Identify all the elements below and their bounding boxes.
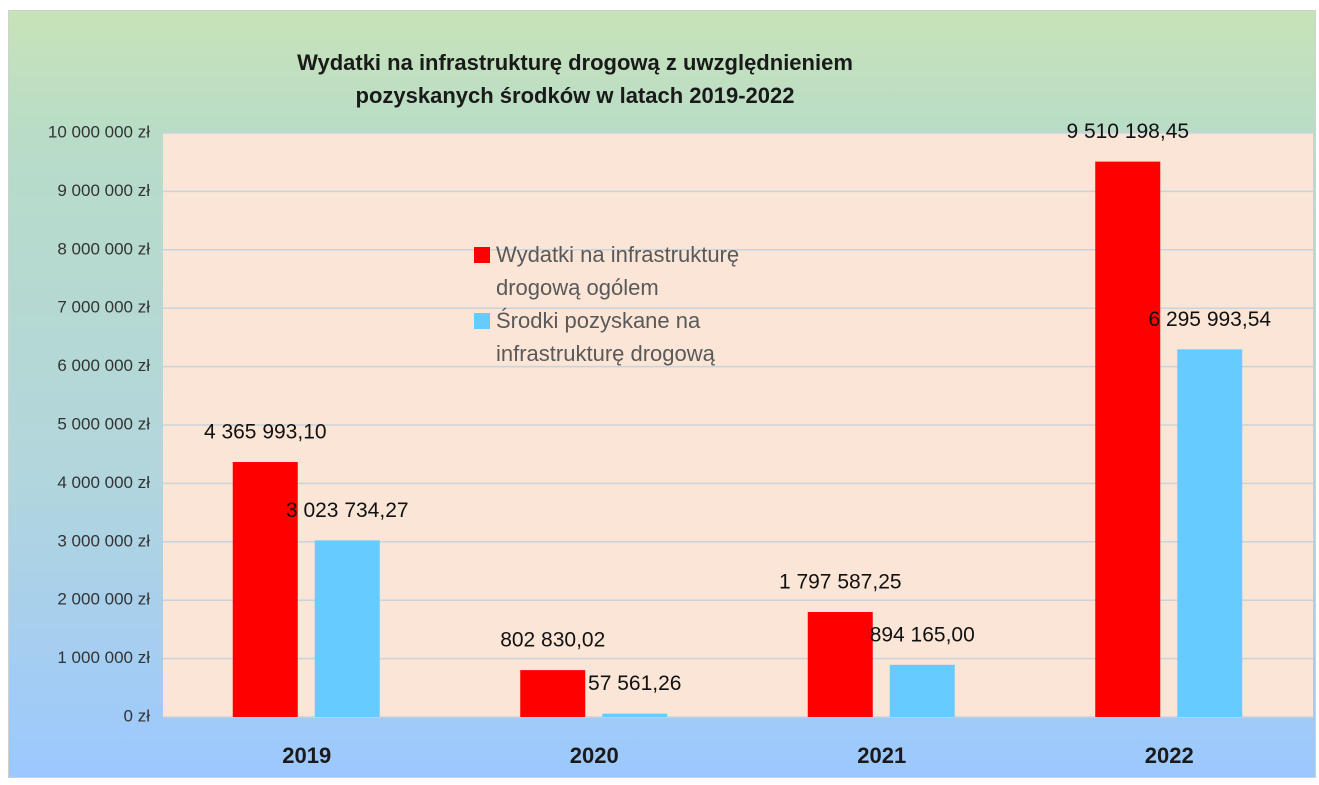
- y-tick-label: 10 000 000 zł: [48, 122, 150, 141]
- y-tick-label: 2 000 000 zł: [57, 590, 150, 609]
- bar: [232, 462, 298, 717]
- value-label: 3 023 734,27: [286, 499, 409, 522]
- value-label: 4 365 993,10: [204, 421, 327, 444]
- y-tick-label: 7 000 000 zł: [57, 298, 150, 317]
- bar: [889, 664, 955, 717]
- legend-entry: Środki pozyskane na infrastrukturę drogo…: [474, 304, 814, 370]
- y-tick-label: 9 000 000 zł: [57, 181, 150, 200]
- legend-swatch: [474, 313, 490, 329]
- bar: [314, 540, 380, 717]
- y-tick-label: 5 000 000 zł: [57, 414, 150, 433]
- y-tick-label: 3 000 000 zł: [57, 531, 150, 550]
- bar: [1095, 161, 1161, 717]
- legend-swatch: [474, 247, 490, 263]
- x-tick-label: 2020: [570, 743, 619, 768]
- legend-label: Środki pozyskane na infrastrukturę drogo…: [496, 308, 715, 366]
- y-tick-label: 8 000 000 zł: [57, 239, 150, 258]
- value-label: 894 165,00: [870, 623, 975, 646]
- bar: [1177, 349, 1243, 717]
- y-tick-label: 0 zł: [124, 706, 151, 725]
- bar: [807, 612, 873, 717]
- x-tick-label: 2022: [1145, 743, 1194, 768]
- legend-label: Wydatki na infrastrukturę drogową ogólem: [496, 242, 740, 300]
- x-tick-label: 2021: [857, 743, 906, 768]
- value-label: 9 510 198,45: [1066, 120, 1189, 143]
- value-label: 1 797 587,25: [779, 571, 902, 594]
- y-tick-label: 1 000 000 zł: [57, 648, 150, 667]
- bar: [520, 670, 586, 717]
- x-tick-label: 2019: [282, 743, 331, 768]
- y-tick-label: 4 000 000 zł: [57, 473, 150, 492]
- bar: [602, 713, 668, 717]
- value-label: 57 561,26: [588, 672, 681, 695]
- chart-title: Wydatki na infrastrukturę drogową z uwzg…: [297, 50, 853, 108]
- y-tick-label: 6 000 000 zł: [57, 356, 150, 375]
- value-label: 802 830,02: [500, 629, 605, 652]
- value-label: 6 295 993,54: [1148, 308, 1271, 331]
- legend-entry: Wydatki na infrastrukturę drogową ogólem: [474, 238, 814, 304]
